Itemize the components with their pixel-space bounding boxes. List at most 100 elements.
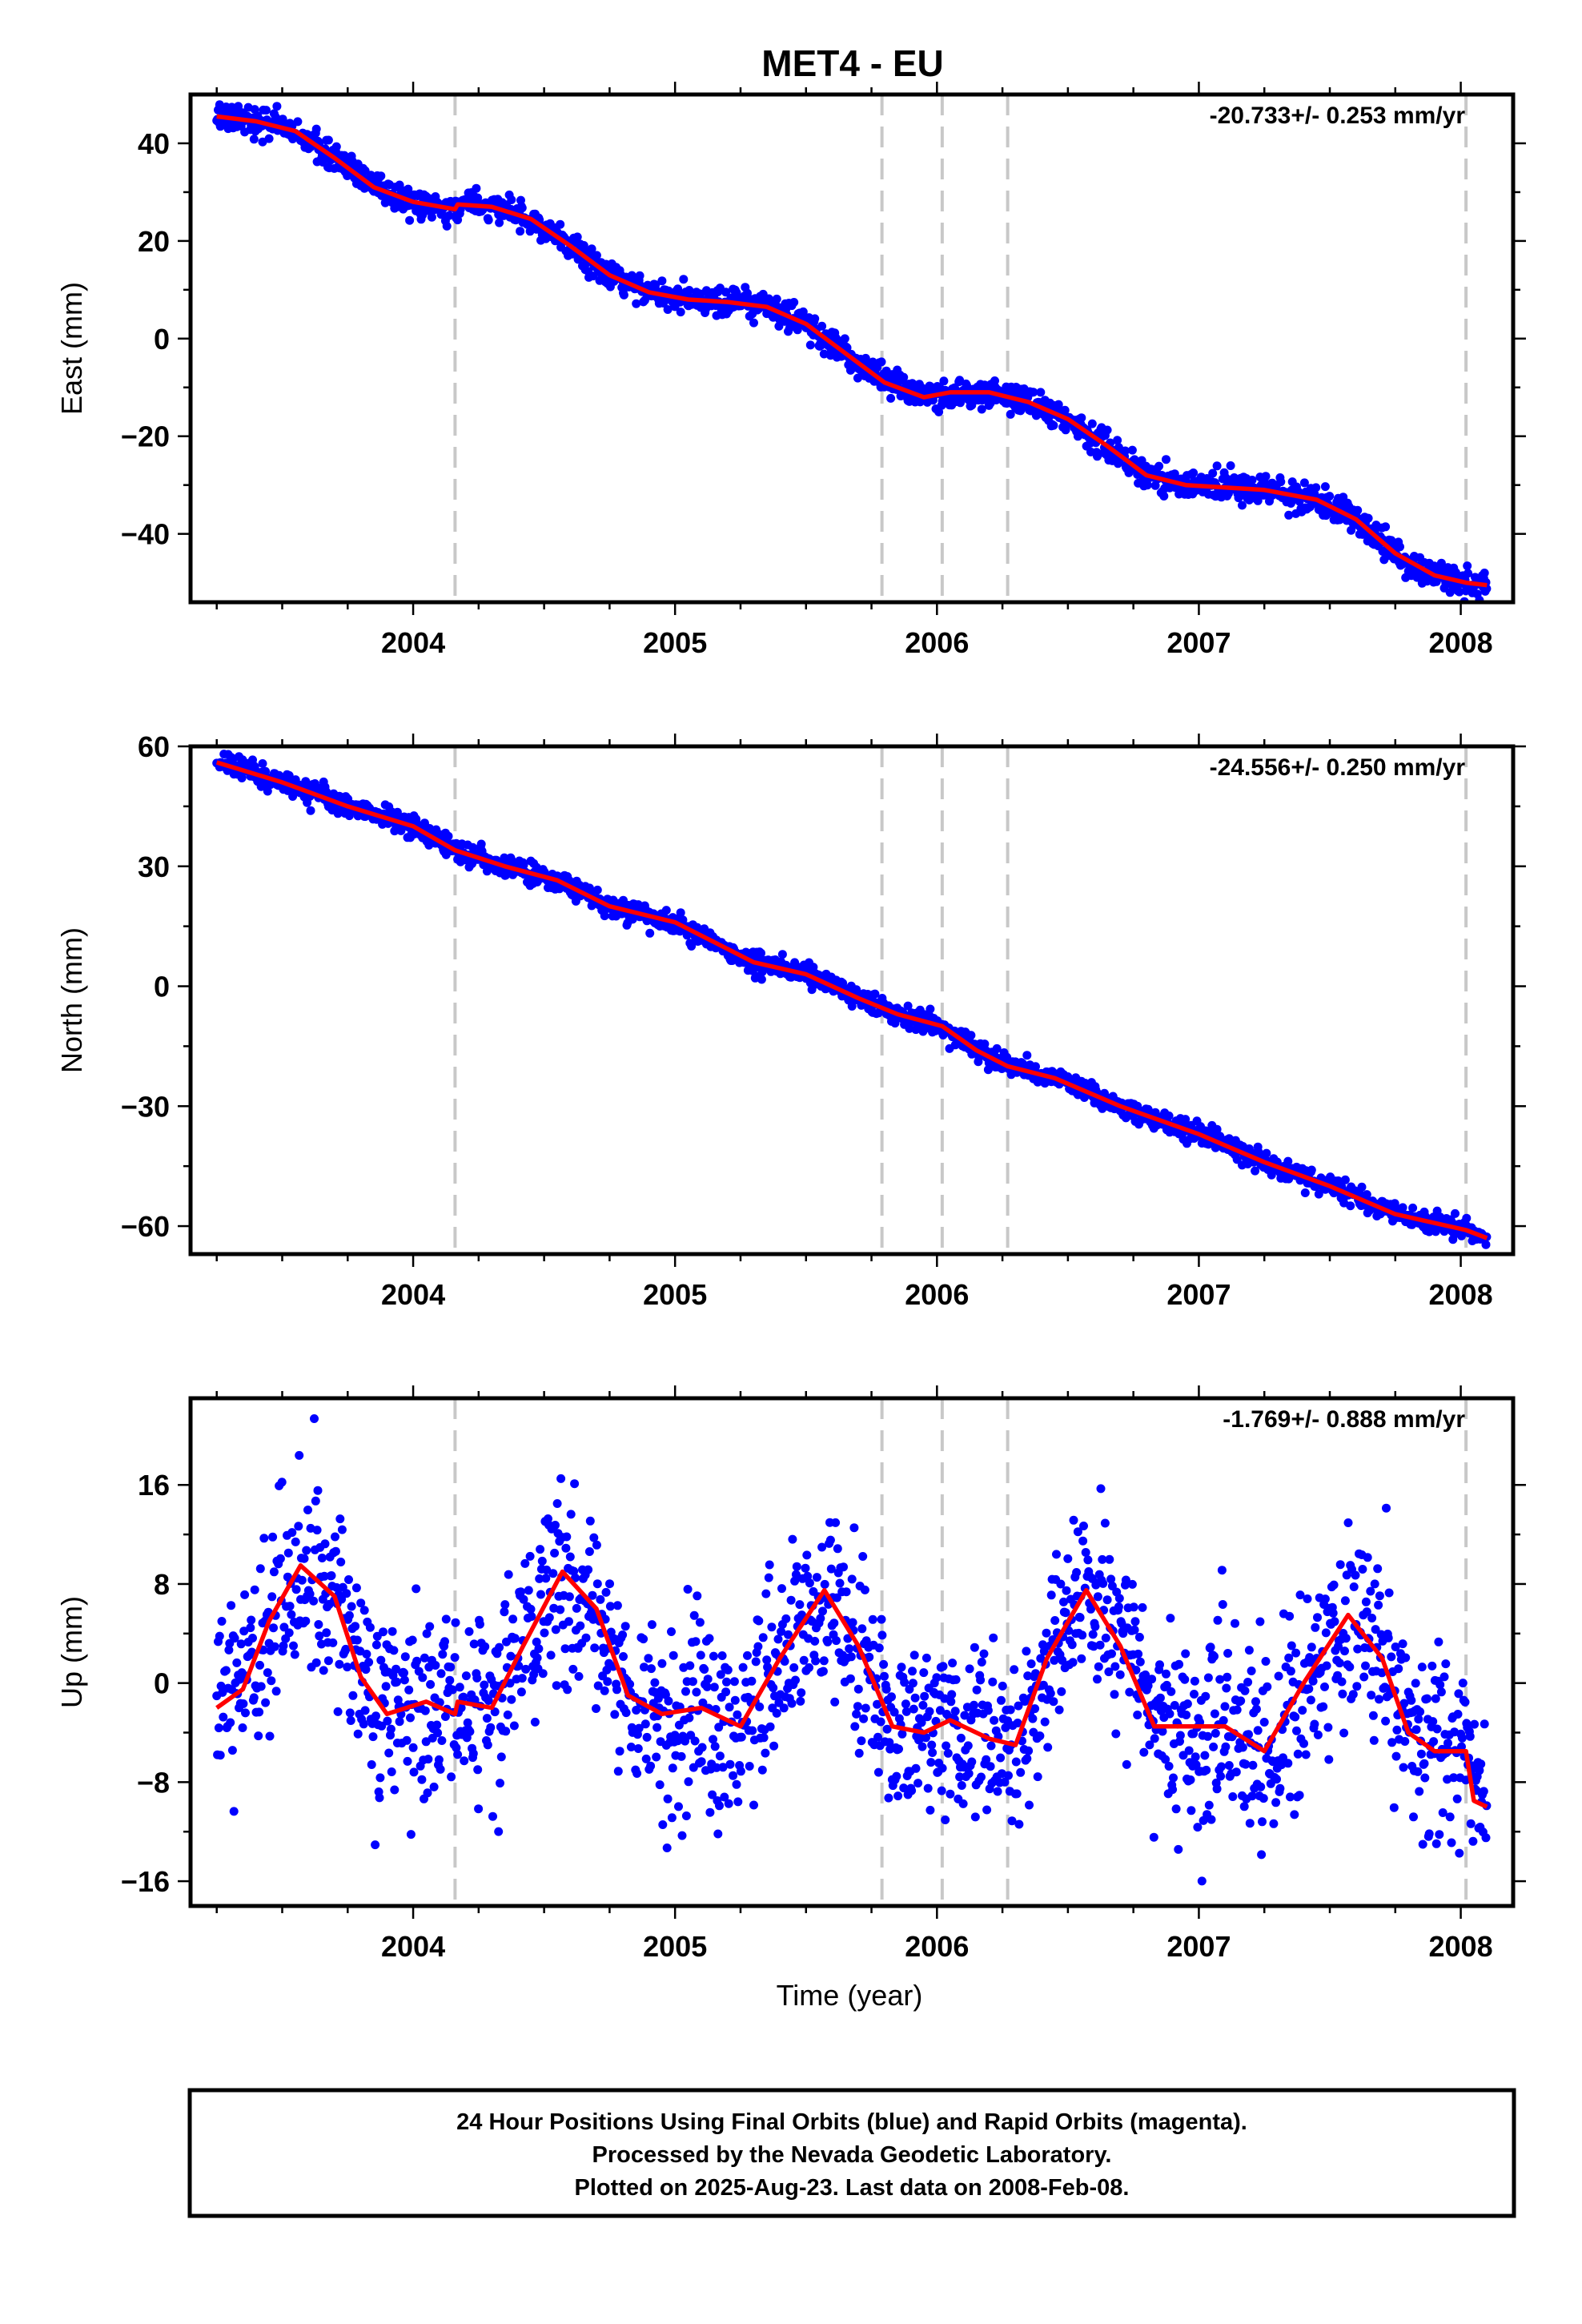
data-point (525, 1551, 535, 1561)
data-point (520, 1558, 530, 1568)
data-point (960, 1711, 970, 1720)
data-point (1212, 461, 1222, 471)
data-point (1239, 1802, 1249, 1811)
data-point (918, 1700, 928, 1710)
data-point (279, 1641, 288, 1651)
data-point (767, 1622, 777, 1632)
data-point (359, 1606, 369, 1615)
data-point (964, 1769, 974, 1779)
data-point (605, 1579, 614, 1589)
data-point (570, 1479, 580, 1489)
data-point (1057, 1687, 1066, 1696)
data-point (1217, 1762, 1226, 1771)
data-point (352, 1635, 362, 1645)
data-point (1000, 1777, 1010, 1787)
data-point (516, 1687, 526, 1697)
data-point (901, 1699, 910, 1709)
data-point (1182, 1699, 1192, 1709)
data-point (483, 1740, 492, 1750)
data-point (311, 124, 321, 134)
data-point (877, 1614, 886, 1624)
data-point (850, 1722, 860, 1731)
data-point (402, 1735, 412, 1745)
data-point (709, 1683, 719, 1692)
data-point (839, 1562, 848, 1572)
data-point (920, 1691, 930, 1701)
data-point (894, 1744, 903, 1754)
data-point (1078, 1536, 1088, 1546)
data-point (1022, 1754, 1032, 1763)
data-point (857, 1736, 866, 1746)
y-axis-label: East (mm) (55, 282, 88, 415)
data-point (563, 1685, 572, 1695)
data-point (548, 1569, 558, 1578)
data-point (996, 1753, 1006, 1763)
data-point (227, 1746, 237, 1755)
data-point (442, 221, 452, 231)
data-point (799, 1655, 809, 1665)
x-tick-label: 2007 (1166, 1278, 1231, 1311)
data-point (861, 1703, 870, 1713)
data-point (484, 215, 493, 225)
data-point (495, 1642, 504, 1652)
data-point (1190, 1676, 1199, 1686)
data-point (1022, 1647, 1031, 1656)
data-point (943, 1748, 953, 1758)
data-point (309, 1596, 319, 1606)
data-point (900, 1678, 909, 1687)
data-point (387, 1767, 396, 1776)
data-point (640, 296, 649, 305)
data-point (965, 1664, 974, 1674)
data-point (970, 1812, 980, 1822)
data-point (1248, 1760, 1258, 1770)
data-point (236, 1639, 246, 1649)
data-point (724, 1799, 733, 1808)
data-point (710, 1742, 720, 1751)
data-point (788, 1534, 797, 1544)
data-point (500, 1607, 509, 1617)
data-point (375, 1773, 385, 1783)
data-point (227, 1601, 236, 1610)
data-point (757, 975, 766, 984)
data-point (360, 1706, 370, 1715)
data-point (1238, 501, 1247, 510)
data-point (1098, 1578, 1108, 1588)
data-point (683, 1585, 693, 1594)
data-point (1159, 492, 1169, 501)
data-point (765, 1722, 775, 1731)
data-point (1114, 1594, 1124, 1603)
fit-line (215, 760, 1488, 1240)
data-point (1170, 1701, 1179, 1710)
data-point (536, 1590, 545, 1599)
data-point (693, 1591, 702, 1601)
data-point (795, 1600, 805, 1610)
data-point (392, 1677, 401, 1687)
data-point (551, 1521, 560, 1530)
data-point (777, 1584, 786, 1594)
data-point (733, 1710, 742, 1719)
data-point (832, 1593, 841, 1602)
data-point (241, 1708, 250, 1718)
data-point (336, 1558, 346, 1566)
data-point (720, 1792, 729, 1802)
data-point (1398, 1203, 1407, 1212)
data-point (691, 1637, 701, 1647)
data-point (762, 1655, 772, 1665)
data-point (897, 1663, 906, 1672)
data-point (1115, 1670, 1125, 1679)
data-point (877, 1630, 887, 1640)
data-point (1093, 1592, 1102, 1602)
data-point (1018, 1059, 1027, 1068)
data-point (272, 102, 282, 111)
y-tick-label: −60 (121, 1210, 170, 1243)
data-point (1135, 1657, 1145, 1667)
data-point (562, 1532, 572, 1542)
data-point (317, 1554, 327, 1562)
data-point (919, 1668, 929, 1678)
data-point (331, 142, 341, 151)
data-point (1039, 1647, 1049, 1656)
data-point (662, 1844, 672, 1852)
data-point (755, 1702, 765, 1711)
